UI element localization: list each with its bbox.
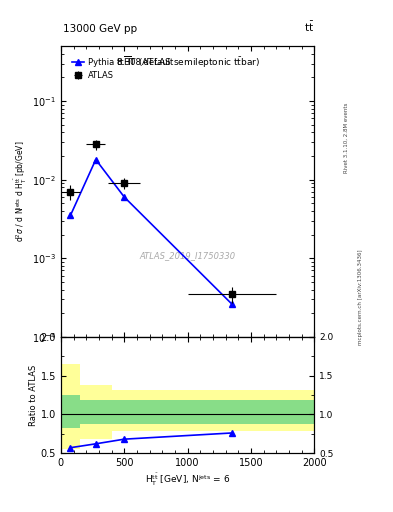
Text: tt$\overline{\rm H}$T (ATLAS semileptonic t$\bar{\rm t}$bar): tt$\overline{\rm H}$T (ATLAS semileptoni… <box>116 55 260 70</box>
Pythia 8.308 default <box>230 301 234 307</box>
Y-axis label: Ratio to ATLAS: Ratio to ATLAS <box>29 365 38 425</box>
Text: $\mathrm{t\bar{t}}$: $\mathrm{t\bar{t}}$ <box>304 20 314 34</box>
Legend: Pythia 8.308 default, ATLAS: Pythia 8.308 default, ATLAS <box>70 56 174 81</box>
Text: 13000 GeV pp: 13000 GeV pp <box>63 24 137 34</box>
Pythia 8.308 default <box>122 194 127 200</box>
Pythia 8.308 default <box>94 157 98 163</box>
X-axis label: H$_\mathrm{T}^{\mathrm{t\bar{t}}}$ [GeV], N$^\mathrm{jets}$ = 6: H$_\mathrm{T}^{\mathrm{t\bar{t}}}$ [GeV]… <box>145 472 230 488</box>
Line: Pythia 8.308 default: Pythia 8.308 default <box>67 156 235 308</box>
Y-axis label: d$^2\sigma$ / d N$^\mathrm{jets}$ d H$_\mathrm{T}^{\mathrm{t\bar{t}}}$ [pb/GeV]: d$^2\sigma$ / d N$^\mathrm{jets}$ d H$_\… <box>13 141 29 242</box>
Text: mcplots.cern.ch [arXiv:1306.3436]: mcplots.cern.ch [arXiv:1306.3436] <box>358 249 363 345</box>
Pythia 8.308 default <box>68 212 73 219</box>
Text: ATLAS_2019_I1750330: ATLAS_2019_I1750330 <box>140 251 236 260</box>
Text: Rivet 3.1.10, 2.8M events: Rivet 3.1.10, 2.8M events <box>344 103 349 174</box>
